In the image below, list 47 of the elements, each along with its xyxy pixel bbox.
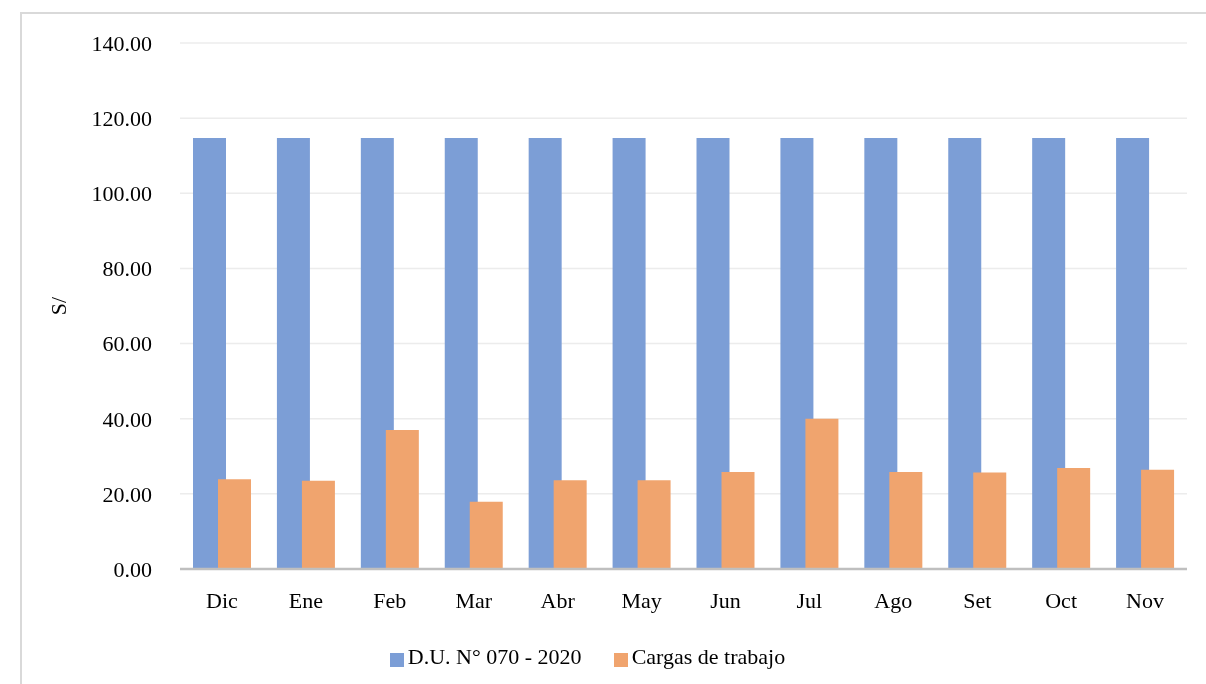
- y-tick-label: 80.00: [102, 256, 152, 282]
- x-tick-label: Ago: [874, 587, 913, 613]
- bar: [973, 472, 1007, 569]
- bar: [1141, 469, 1175, 569]
- bar: [864, 138, 898, 569]
- bar: [385, 429, 419, 569]
- bar: [889, 472, 923, 569]
- bar: [612, 138, 646, 569]
- bar: [553, 480, 587, 569]
- bar: [637, 480, 671, 569]
- bar: [360, 138, 394, 569]
- y-tick-label: 0.00: [113, 556, 152, 582]
- bar: [218, 479, 251, 569]
- x-tick-label: Jun: [710, 587, 741, 613]
- x-tick-label: Ene: [288, 587, 323, 613]
- bar: [721, 472, 755, 569]
- y-tick-label: 140.00: [91, 30, 152, 56]
- y-tick-label: 20.00: [102, 481, 152, 507]
- bar: [1032, 138, 1066, 569]
- bar: [780, 138, 814, 569]
- y-tick-label: 100.00: [91, 181, 152, 207]
- y-axis-title: S/: [45, 295, 71, 316]
- x-tick-label: Abr: [540, 587, 576, 613]
- y-tick-label: 60.00: [102, 331, 152, 357]
- x-tick-label: Feb: [373, 587, 407, 613]
- bar: [528, 138, 562, 569]
- y-tick-label: 120.00: [91, 105, 152, 131]
- x-tick-label: Nov: [1126, 587, 1164, 613]
- legend-label: Cargas de trabajo: [631, 644, 786, 669]
- x-tick-label: Jul: [796, 587, 823, 613]
- bar: [301, 480, 335, 569]
- x-tick-label: Oct: [1045, 587, 1078, 613]
- x-tick-label: Mar: [455, 587, 493, 613]
- bar: [1057, 467, 1091, 569]
- bar: [276, 138, 310, 569]
- bar: [948, 138, 982, 569]
- bar: [193, 138, 226, 569]
- x-tick-label: Dic: [206, 587, 239, 613]
- bar: [805, 418, 839, 569]
- bar: [469, 501, 503, 569]
- x-tick-label: Set: [963, 587, 992, 613]
- bar: [696, 138, 730, 569]
- bar: [1116, 138, 1150, 569]
- x-tick-label: May: [621, 587, 662, 613]
- y-tick-label: 40.00: [102, 406, 152, 432]
- legend-label: D.U. N° 070 - 2020: [407, 644, 582, 669]
- bar: [444, 138, 478, 569]
